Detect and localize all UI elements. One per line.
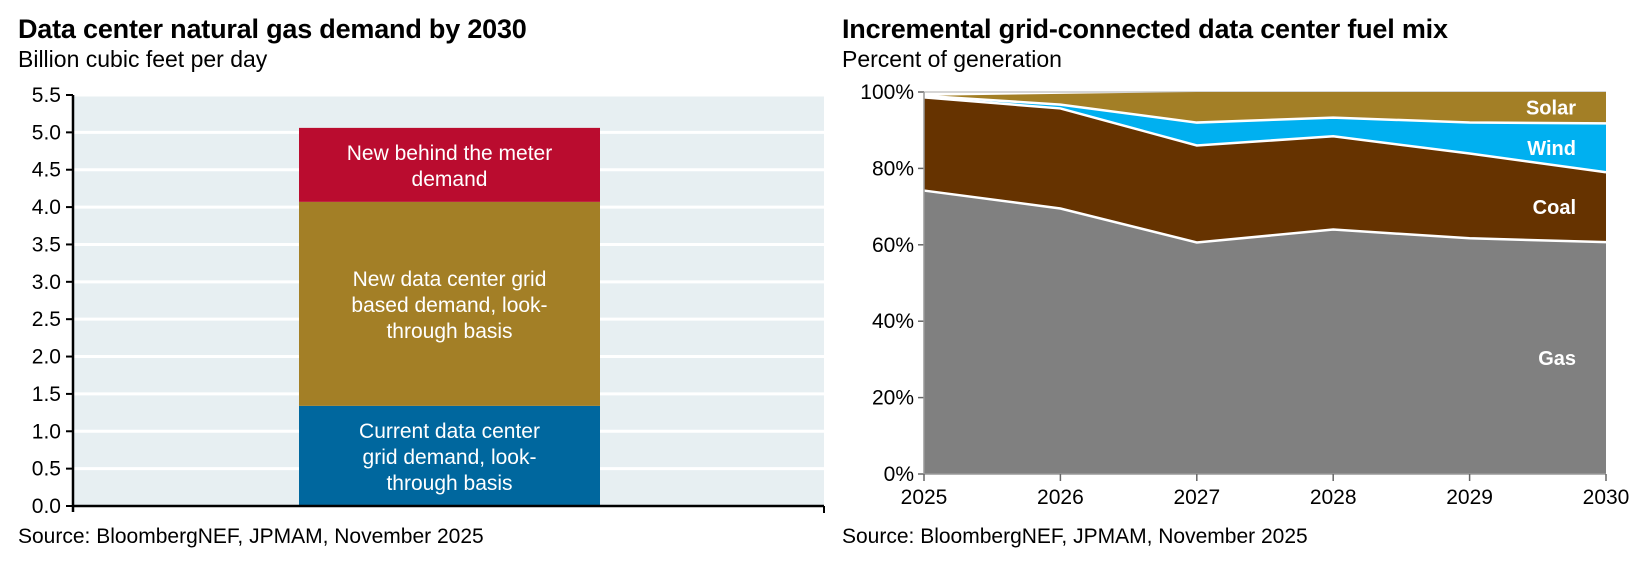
right-stacked-area-chart: Gas Coal Wind Solar 0% 20% 40% 60% 80% 100% 2025 20… [860,81,1629,509]
y-tick-label: 4.5 [32,159,61,182]
bar-segment-label: New data center grid [353,268,547,291]
y-tick-label: 1.0 [32,420,61,443]
bar-segment-label: demand [412,168,488,191]
y-tick-label: 100% [860,81,914,104]
series-label-solar: Solar [1526,98,1576,120]
y-tick-label: 2.0 [32,346,61,369]
y-tick-label: 3.0 [32,271,61,294]
x-tick-label: 2028 [1310,486,1357,509]
y-tick-label: 60% [872,234,914,257]
y-tick-label: 5.0 [32,121,61,144]
x-tick-label: 2030 [1583,486,1630,509]
left-stacked-bar-chart: 0.0 0.5 1.0 1.5 2.0 2.5 3.0 3.5 4.0 4.5 5.0 5.5 Curr… [32,84,825,518]
y-tick-label: 3.5 [32,233,61,256]
y-tick-label: 0% [884,463,914,486]
area-solar[interactable] [924,92,1606,124]
bar-segment[interactable] [299,201,600,406]
right-chart-subtitle: Percent of generation [842,46,1062,72]
bar-segment-label: New behind the meter [347,142,552,165]
y-tick-label: 80% [872,157,914,180]
bar-segment[interactable] [299,405,600,506]
right-chart-source: Source: BloombergNEF, JPMAM, November 20… [842,525,1308,548]
area-wind[interactable] [924,95,1606,173]
x-tick-label: 2027 [1173,486,1220,509]
area-gas[interactable] [924,190,1606,474]
area-coal[interactable] [924,97,1606,243]
y-tick-label: 40% [872,310,914,333]
left-chart-title: Data center natural gas demand by 2030 [18,14,527,44]
series-label-gas: Gas [1538,348,1576,370]
x-tick-label: 2029 [1446,486,1493,509]
right-chart-title: Incremental grid-connected data center f… [842,14,1448,44]
y-tick-label: 5.5 [32,84,61,107]
bar-segment[interactable] [299,127,600,202]
y-tick-label: 0.0 [32,495,61,518]
left-chart-subtitle: Billion cubic feet per day [18,46,268,72]
series-label-wind: Wind [1527,138,1576,160]
bar-segment-label: through basis [386,472,512,495]
left-chart-source: Source: BloombergNEF, JPMAM, November 20… [18,525,484,548]
y-tick-label: 2.5 [32,308,61,331]
area-boundary [923,96,1607,174]
y-tick-label: 4.0 [32,196,61,219]
bar-segment-label: based demand, look- [351,294,547,317]
bar-segment-label: through basis [386,320,512,343]
series-label-coal: Coal [1533,197,1576,219]
y-tick-label: 20% [872,387,914,410]
area-boundary [923,189,1607,244]
bar-segment-label: grid demand, look- [363,446,537,469]
y-tick-label: 1.5 [32,383,61,406]
x-tick-label: 2026 [1037,486,1084,509]
x-tick-label: 2025 [901,486,948,509]
bar-segment-label: Current data center [359,420,540,443]
area-boundary [923,94,1607,125]
y-tick-label: 0.5 [32,458,61,481]
